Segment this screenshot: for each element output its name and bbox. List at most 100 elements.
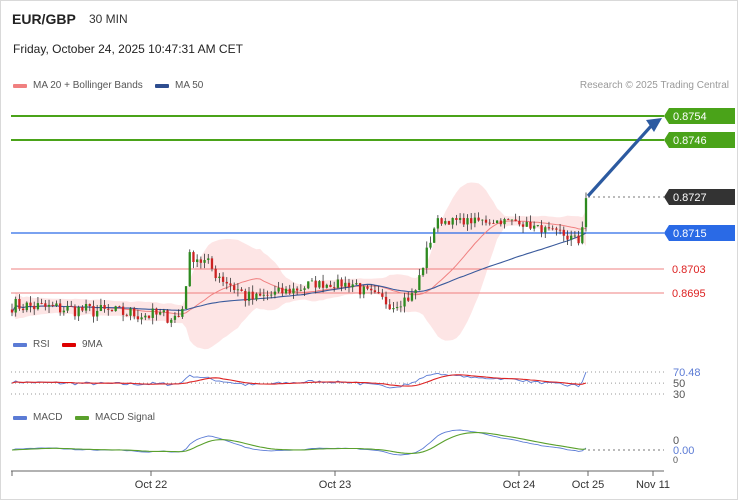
- symbol-title: EUR/GBP: [12, 11, 76, 27]
- candle-body: [251, 291, 254, 300]
- macd-signal-line: [11, 432, 587, 454]
- candle-body: [410, 293, 414, 301]
- candle-body: [255, 293, 258, 300]
- legend-label: RSI: [33, 339, 50, 350]
- candle-body: [377, 292, 380, 294]
- support-level-label: 0.8695: [672, 288, 706, 300]
- support-level-label: 0.8703: [672, 264, 706, 276]
- candle-body: [25, 302, 28, 311]
- candle-body: [551, 228, 554, 230]
- candle-body: [525, 221, 528, 227]
- candle-body: [40, 303, 43, 304]
- candle-body: [529, 221, 532, 229]
- candle-body: [84, 303, 88, 311]
- candle-body: [421, 267, 425, 276]
- candle-body: [118, 306, 121, 308]
- macd-value-label: 0.00: [673, 445, 694, 457]
- time-axis-label: Oct 24: [503, 479, 535, 491]
- candle-body: [270, 294, 273, 296]
- candle-body: [366, 286, 369, 289]
- candle-body: [173, 315, 177, 320]
- current-level-label: 0.8727: [673, 192, 707, 204]
- candle-body: [314, 280, 317, 288]
- candle-body: [262, 294, 265, 296]
- candle-body: [196, 259, 199, 263]
- candle-body: [581, 227, 584, 244]
- rsi-line: [11, 371, 587, 389]
- candle-body: [184, 286, 188, 309]
- candle-body: [403, 297, 406, 307]
- macd-tick-label: 0: [673, 435, 679, 447]
- candle-body: [162, 310, 165, 313]
- rsi-tick-label: 30: [673, 389, 685, 401]
- candle-body: [503, 219, 506, 225]
- candle-body: [347, 282, 351, 288]
- candle-body: [407, 297, 410, 301]
- candle-body: [521, 224, 525, 227]
- candle-body: [14, 298, 17, 313]
- macd-tick-label: 0: [673, 455, 678, 465]
- candle-body: [355, 283, 358, 285]
- candle-body: [510, 219, 514, 221]
- candle-body: [62, 310, 65, 313]
- candle-body: [340, 279, 343, 287]
- legend-swatch: [62, 342, 76, 347]
- candle-body: [44, 303, 47, 307]
- candle-body: [177, 315, 180, 317]
- time-axis-label: Nov 11: [636, 479, 670, 491]
- candle-body: [481, 219, 484, 221]
- candle-body: [188, 252, 191, 287]
- candle-body: [55, 303, 58, 306]
- candle-body: [210, 258, 214, 269]
- legend-label: MA 50: [175, 80, 204, 91]
- candle-body: [121, 306, 125, 315]
- candle-body: [144, 315, 147, 318]
- candle-body: [514, 219, 517, 222]
- candle-body: [288, 288, 291, 294]
- candle-body: [455, 218, 458, 221]
- candle-body: [392, 308, 395, 310]
- candle-body: [484, 219, 488, 223]
- candle-body: [199, 259, 203, 263]
- candle-body: [244, 290, 247, 301]
- candle-body: [107, 308, 110, 310]
- candle-body: [225, 281, 228, 284]
- candle-body: [488, 222, 491, 224]
- rsi-tick-label: 50: [673, 378, 685, 390]
- candle-body: [147, 315, 151, 318]
- candle-body: [477, 217, 480, 221]
- projection-arrow: [586, 123, 654, 198]
- candle-body: [221, 276, 225, 282]
- candle-body: [81, 307, 84, 311]
- candle-body: [414, 290, 417, 294]
- candle-body: [536, 225, 540, 226]
- candle-body: [566, 235, 569, 240]
- candle-body: [307, 281, 310, 289]
- candle-body: [33, 305, 36, 310]
- candles-group: [10, 192, 588, 328]
- candle-body: [155, 308, 158, 315]
- candle-body: [192, 252, 195, 263]
- candle-body: [273, 291, 277, 295]
- ma50-line: [11, 232, 587, 313]
- candle-body: [218, 276, 221, 279]
- candle-body: [158, 312, 162, 315]
- candle-body: [562, 229, 565, 236]
- candle-body: [466, 218, 469, 225]
- candle-body: [73, 306, 77, 317]
- legend-label: MACD: [33, 412, 63, 423]
- legend-swatch: [13, 342, 27, 347]
- pivot-level-label: 0.8715: [673, 228, 707, 240]
- candle-body: [277, 287, 280, 292]
- legend-rsi: RSI: [13, 339, 50, 350]
- candle-body: [310, 280, 314, 282]
- candle-body: [395, 307, 399, 309]
- resistance-level-label: 0.8746: [673, 135, 707, 147]
- candle-body: [58, 303, 62, 313]
- candle-body: [247, 291, 251, 301]
- candle-body: [321, 281, 325, 288]
- candle-body: [547, 227, 551, 229]
- candle-body: [388, 304, 391, 310]
- candle-body: [451, 218, 454, 225]
